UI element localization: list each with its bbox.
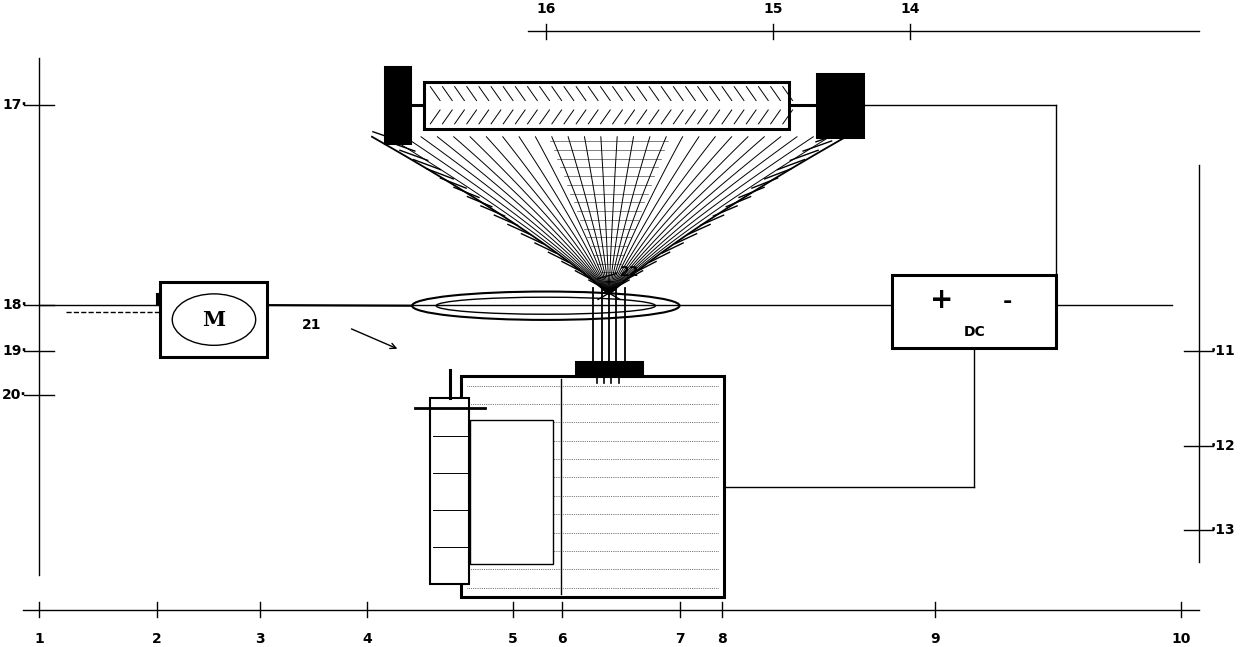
Text: 14: 14 [900, 2, 920, 16]
Text: 22: 22 [620, 265, 640, 280]
Text: ·13: ·13 [1210, 523, 1235, 536]
Bar [386, 67, 409, 143]
Text: 2: 2 [153, 631, 161, 646]
Bar [470, 421, 553, 564]
Text: ·12: ·12 [1210, 439, 1235, 453]
Text: M: M [202, 310, 226, 329]
Bar [817, 74, 863, 137]
Text: 20·: 20· [2, 388, 27, 402]
Text: 8: 8 [717, 631, 727, 646]
Text: 17·: 17· [2, 98, 27, 112]
Bar [156, 294, 187, 305]
Text: 19·: 19· [2, 344, 27, 358]
Text: 18·: 18· [2, 298, 27, 312]
Text: 5: 5 [508, 631, 518, 646]
Text: 16: 16 [536, 2, 556, 16]
Text: ·11: ·11 [1210, 344, 1235, 358]
Bar [430, 399, 469, 584]
Bar [575, 362, 642, 377]
Text: DC: DC [963, 325, 985, 339]
Text: 3: 3 [255, 631, 265, 646]
Text: +: + [930, 287, 954, 314]
Text: 7: 7 [675, 631, 684, 646]
Text: 4: 4 [362, 631, 372, 646]
Text: 10: 10 [1172, 631, 1192, 646]
Text: 1: 1 [33, 631, 43, 646]
Bar [424, 82, 789, 129]
Bar [461, 377, 724, 597]
Text: 21: 21 [301, 318, 321, 332]
Bar [893, 276, 1056, 348]
Text: 15: 15 [764, 2, 782, 16]
Text: 9: 9 [930, 631, 940, 646]
Bar [160, 282, 268, 357]
Text: 6: 6 [557, 631, 567, 646]
Text: -: - [1002, 292, 1012, 313]
